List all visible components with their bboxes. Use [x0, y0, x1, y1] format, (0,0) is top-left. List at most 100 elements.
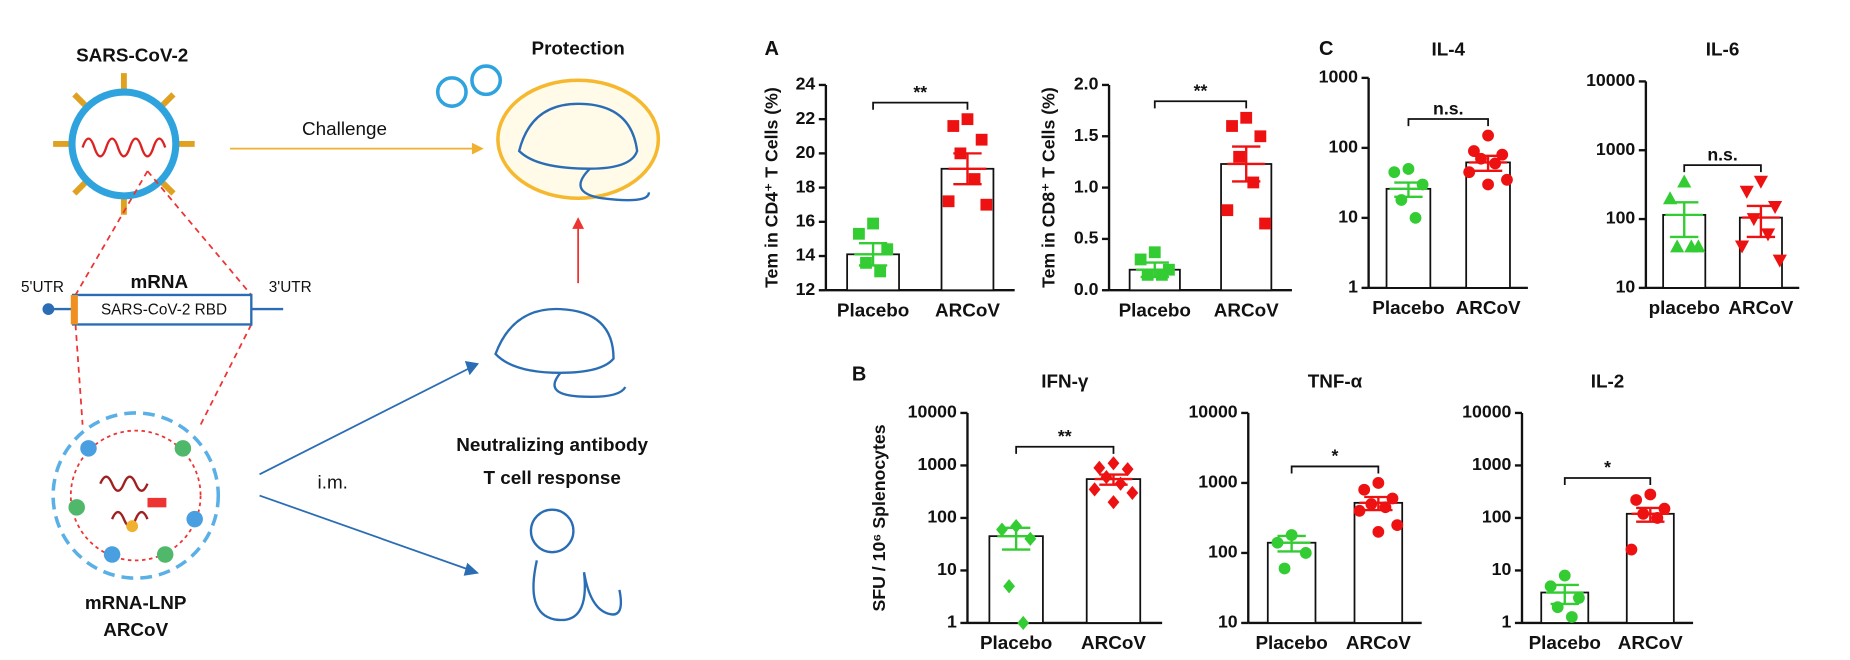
data-point	[1544, 580, 1557, 593]
y-tick-label: 1	[1502, 612, 1512, 632]
chart-title: IFN-γ	[1041, 370, 1089, 391]
y-tick-label: 22	[796, 108, 816, 128]
data-point	[1107, 456, 1120, 471]
data-point	[860, 256, 872, 269]
x-tick-label: ARCoV	[1214, 299, 1279, 320]
x-tick-label: Placebo	[980, 632, 1052, 653]
data-point	[867, 217, 879, 230]
data-point	[996, 522, 1008, 537]
chart-title: IL-6	[1706, 39, 1740, 60]
mrna-title: mRNA	[130, 271, 188, 292]
data-point	[1767, 201, 1783, 215]
data-point	[1558, 569, 1571, 582]
significance-label: n.s.	[1707, 144, 1737, 164]
readout: T cell response	[484, 467, 621, 488]
y-tick-label: 100	[1606, 208, 1636, 228]
x-tick-label: placebo	[1649, 297, 1720, 318]
y-tick-label: 1000	[1596, 139, 1636, 159]
x-tick-label: Placebo	[1255, 632, 1327, 653]
data-point	[1651, 512, 1664, 524]
data-point	[1573, 592, 1585, 604]
data-point	[1489, 157, 1502, 170]
data-point	[1677, 174, 1692, 188]
utr-strip	[70, 294, 78, 325]
data-point	[853, 227, 865, 240]
y-tick-label: 1	[1348, 277, 1358, 297]
y-tick-label: 16	[796, 210, 816, 230]
data-point	[1388, 166, 1401, 179]
data-point	[980, 198, 993, 211]
data-point	[1501, 173, 1513, 186]
data-point	[1163, 263, 1175, 276]
data-point	[1630, 494, 1643, 506]
data-point	[1496, 148, 1509, 161]
y-tick-label: 10000	[1462, 402, 1511, 422]
data-point	[1760, 228, 1776, 242]
readout: Neutralizing antibody	[456, 434, 648, 455]
lnp-label: ARCoV	[103, 619, 168, 640]
data-point	[874, 265, 887, 278]
data-point	[1379, 501, 1392, 514]
y-tick-label: 1	[947, 612, 957, 632]
significance-label: *	[1604, 457, 1611, 477]
data-point	[1358, 483, 1371, 496]
y-tick-label: 100	[1208, 542, 1238, 562]
utr5: 5'UTR	[21, 279, 64, 296]
virus-label: SARS-CoV-2	[76, 45, 188, 66]
data-point	[1475, 152, 1487, 165]
bar	[1738, 216, 1783, 289]
significance-label: **	[1194, 81, 1208, 101]
lnp-label: mRNA-LNP	[85, 592, 187, 613]
utr3: 3'UTR	[269, 279, 312, 296]
y-tick-label: 10	[1338, 207, 1358, 227]
x-tick-label: Placebo	[837, 299, 909, 320]
significance-bracket	[872, 101, 969, 110]
significance-bracket	[1015, 445, 1115, 454]
data-point	[1753, 175, 1768, 189]
y-tick-label: 1.5	[1074, 125, 1099, 145]
data-point	[1402, 163, 1415, 175]
route-label: i.m.	[318, 472, 348, 493]
data-point	[1372, 525, 1385, 538]
y-tick-label: 10	[1616, 277, 1636, 297]
y-tick-label: 0.0	[1074, 279, 1099, 299]
x-tick-label: ARCoV	[1346, 632, 1411, 653]
data-point	[1658, 502, 1671, 515]
x-tick-label: ARCoV	[1728, 297, 1793, 318]
data-point	[1100, 470, 1113, 485]
data-point	[1409, 211, 1422, 224]
significance-bracket	[1683, 164, 1762, 173]
cap	[42, 303, 55, 316]
y-tick-label: 14	[796, 245, 816, 265]
y-axis-label: Tem in CD8⁺ T Cells (%)	[1039, 87, 1059, 288]
data-point	[1416, 178, 1429, 191]
y-tick-label: 1.0	[1074, 176, 1099, 196]
data-point	[1772, 254, 1787, 268]
protection-label: Protection	[531, 38, 624, 59]
data-point	[1463, 166, 1476, 179]
x-tick-label: Placebo	[1119, 299, 1191, 320]
data-point	[968, 173, 981, 185]
significance-bracket	[1290, 465, 1380, 474]
data-point	[1017, 615, 1030, 631]
data-point	[947, 120, 960, 132]
arrow	[259, 494, 470, 571]
bar	[1385, 187, 1432, 289]
data-point	[1372, 477, 1385, 489]
significance-bracket	[1563, 477, 1652, 486]
y-axis-label: SFU / 10⁶ Splenocytes	[869, 424, 889, 611]
data-point	[1259, 217, 1271, 230]
data-point	[1155, 268, 1168, 281]
significance-label: n.s.	[1433, 98, 1463, 118]
y-tick-label: 20	[796, 142, 816, 162]
y-tick-label: 12	[796, 279, 816, 299]
data-point	[1565, 611, 1578, 623]
data-point	[1551, 601, 1564, 614]
mouse-protected	[517, 102, 651, 202]
data-point	[1126, 485, 1139, 500]
y-tick-label: 1000	[1472, 454, 1512, 474]
y-tick-label: 18	[796, 176, 816, 196]
rbd-label: SARS-CoV-2 RBD	[101, 301, 227, 318]
